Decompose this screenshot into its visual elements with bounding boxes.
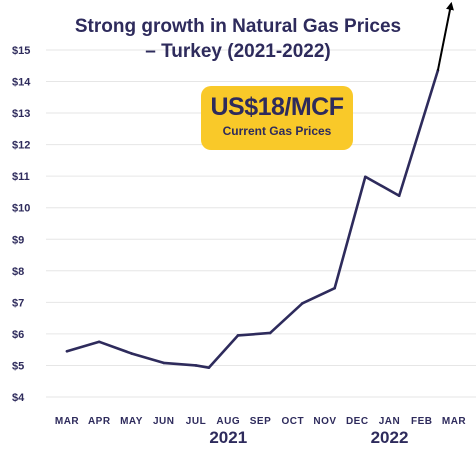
y-tick-label: $6 [12, 329, 24, 341]
y-tick-label: $4 [12, 392, 25, 404]
data-point [162, 361, 166, 365]
x-tick-label: AUG [216, 416, 240, 427]
chart-title-line-1: Strong growth in Natural Gas Prices [74, 16, 402, 37]
x-axis-ticks: MAR APR MAY JUN JUL AUG SEP OCT NOV DEC JAN FEB MAR [55, 416, 467, 427]
y-tick-label: $14 [12, 77, 31, 89]
data-point [97, 340, 101, 344]
data-point [130, 352, 133, 355]
trend-arrow [436, 1, 454, 71]
data-point [301, 301, 304, 305]
x-tick-label: DEC [346, 416, 369, 427]
data-point [333, 286, 336, 290]
y-tick-label: $13 [12, 108, 30, 120]
y-tick-label: $10 [12, 203, 30, 215]
x-tick-label: MAR [55, 416, 80, 427]
year-label-2021: 2021 [209, 428, 248, 447]
data-point [397, 194, 401, 198]
y-tick-label: $12 [12, 140, 30, 152]
x-tick-label: MAY [120, 416, 143, 427]
data-point [236, 334, 240, 337]
x-tick-label: OCT [281, 416, 304, 427]
price-badge: US$18/MCF Current Gas Prices [201, 86, 353, 150]
y-axis-ticks: $4 $5 $6 $7 $8 $9 $10 $11 $12 $13 $14 $15 [12, 45, 31, 404]
data-point [194, 364, 198, 367]
y-tick-label: $9 [12, 234, 24, 246]
data-point [65, 349, 69, 353]
x-tick-label: NOV [313, 416, 336, 427]
price-series [65, 1, 454, 369]
y-tick-label: $5 [12, 360, 24, 372]
x-tick-label: JAN [379, 416, 401, 427]
data-point [268, 331, 272, 335]
x-tick-label: SEP [250, 416, 272, 427]
chart-title-line-2: – Turkey (2021-2022) [145, 41, 331, 62]
y-tick-label: $11 [12, 171, 30, 183]
x-tick-label: JUL [186, 416, 206, 427]
y-tick-label: $15 [12, 45, 30, 57]
x-tick-label: FEB [411, 416, 433, 427]
year-label-2022: 2022 [370, 428, 409, 447]
x-tick-label: MAR [442, 416, 467, 427]
x-tick-label: JUN [153, 416, 175, 427]
data-point [207, 366, 211, 369]
badge-price-label: Current Gas Prices [222, 124, 332, 138]
y-tick-label: $8 [12, 266, 24, 278]
x-tick-label: APR [88, 416, 111, 427]
data-point [364, 175, 367, 179]
y-tick-label: $7 [12, 297, 24, 309]
badge-price-value: US$18/MCF [210, 93, 344, 121]
